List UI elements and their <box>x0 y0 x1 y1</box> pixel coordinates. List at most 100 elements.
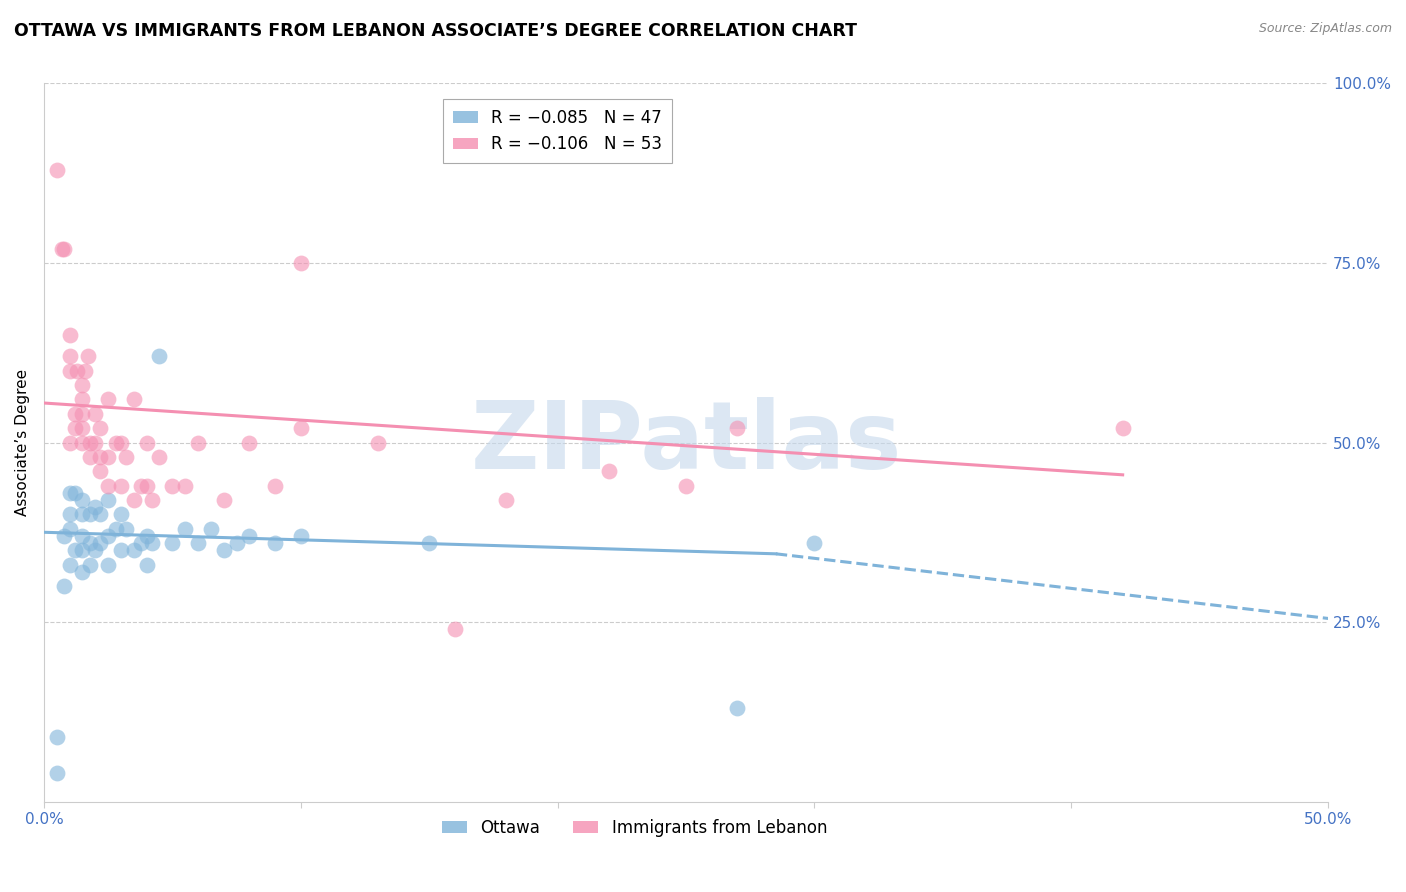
Point <box>1111 421 1133 435</box>
Point <box>89 464 111 478</box>
Point <box>110 543 132 558</box>
Point <box>290 421 312 435</box>
Point <box>89 508 111 522</box>
Point <box>58 364 80 378</box>
Point <box>212 543 235 558</box>
Point <box>66 364 89 378</box>
Point <box>58 485 80 500</box>
Point <box>187 435 209 450</box>
Point <box>162 536 184 550</box>
Point <box>97 478 120 492</box>
Point <box>97 450 120 464</box>
Point <box>110 478 132 492</box>
Y-axis label: Associate’s Degree: Associate’s Degree <box>15 369 30 516</box>
Point <box>174 522 197 536</box>
Point <box>72 529 94 543</box>
Point <box>72 492 94 507</box>
Point <box>104 435 127 450</box>
Point <box>97 492 120 507</box>
Point <box>174 478 197 492</box>
Point <box>45 765 67 780</box>
Point <box>53 579 76 593</box>
Point <box>58 558 80 572</box>
Point <box>148 349 170 363</box>
Point <box>110 508 132 522</box>
Point <box>79 508 101 522</box>
Point <box>264 536 287 550</box>
Point <box>58 349 80 363</box>
Point <box>444 622 467 636</box>
Point <box>803 536 825 550</box>
Point <box>131 536 153 550</box>
Point <box>110 435 132 450</box>
Point <box>89 421 111 435</box>
Point <box>725 701 748 715</box>
Point <box>58 327 80 342</box>
Point <box>122 392 145 407</box>
Point <box>53 529 76 543</box>
Point <box>72 392 94 407</box>
Point <box>58 508 80 522</box>
Point <box>97 558 120 572</box>
Point <box>367 435 389 450</box>
Text: OTTAWA VS IMMIGRANTS FROM LEBANON ASSOCIATE’S DEGREE CORRELATION CHART: OTTAWA VS IMMIGRANTS FROM LEBANON ASSOCI… <box>14 22 858 40</box>
Point <box>72 378 94 392</box>
Point <box>131 478 153 492</box>
Point <box>290 256 312 270</box>
Point <box>162 478 184 492</box>
Point <box>225 536 247 550</box>
Point <box>122 543 145 558</box>
Point <box>72 435 94 450</box>
Point <box>58 522 80 536</box>
Point <box>187 536 209 550</box>
Point <box>73 364 96 378</box>
Point <box>84 500 107 515</box>
Point <box>238 435 260 450</box>
Legend: Ottawa, Immigrants from Lebanon: Ottawa, Immigrants from Lebanon <box>436 813 834 844</box>
Point <box>79 536 101 550</box>
Point <box>200 522 222 536</box>
Point <box>79 450 101 464</box>
Point <box>598 464 620 478</box>
Point <box>84 407 107 421</box>
Point <box>84 543 107 558</box>
Point <box>104 522 127 536</box>
Point <box>495 492 517 507</box>
Text: ZIPatlas: ZIPatlas <box>471 397 901 489</box>
Point <box>63 485 86 500</box>
Point <box>45 730 67 744</box>
Point <box>418 536 440 550</box>
Point <box>115 522 138 536</box>
Point <box>45 162 67 177</box>
Point <box>135 558 157 572</box>
Point <box>135 435 157 450</box>
Point <box>51 242 73 256</box>
Point <box>97 392 120 407</box>
Point <box>264 478 287 492</box>
Point <box>238 529 260 543</box>
Point <box>212 492 235 507</box>
Point <box>115 450 138 464</box>
Point <box>122 492 145 507</box>
Point <box>63 407 86 421</box>
Point <box>89 450 111 464</box>
Point <box>76 349 98 363</box>
Point <box>63 543 86 558</box>
Point <box>290 529 312 543</box>
Point <box>135 478 157 492</box>
Point <box>89 536 111 550</box>
Point <box>72 407 94 421</box>
Point <box>72 421 94 435</box>
Point <box>72 565 94 579</box>
Point <box>84 435 107 450</box>
Point <box>72 543 94 558</box>
Point <box>53 242 76 256</box>
Point <box>148 450 170 464</box>
Point <box>675 478 697 492</box>
Text: Source: ZipAtlas.com: Source: ZipAtlas.com <box>1258 22 1392 36</box>
Point <box>79 435 101 450</box>
Point <box>725 421 748 435</box>
Point <box>141 492 163 507</box>
Point <box>135 529 157 543</box>
Point <box>72 508 94 522</box>
